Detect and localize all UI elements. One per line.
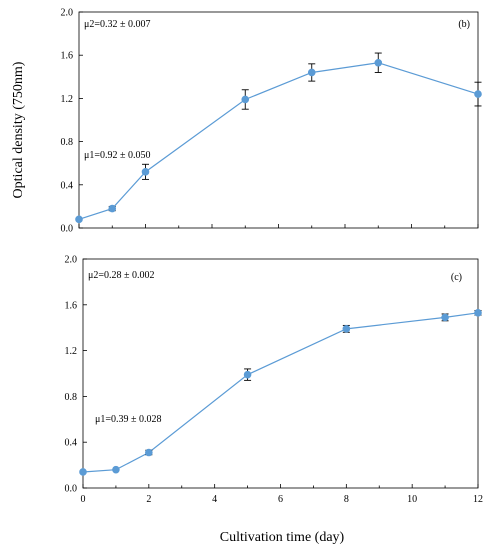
chart-panel-2: 0.0 0.4 0.8 1.2 1.6 2.0 0 2 4 6 8 10 12 μ2=0.28 ± 0.0… (65, 255, 484, 506)
data-point (474, 309, 482, 317)
data-point (474, 90, 482, 98)
data-point (141, 168, 150, 176)
y-tick-label: 0.0 (65, 484, 78, 495)
y-tick-label: 0.8 (61, 137, 74, 148)
y-tick-label: 1.2 (65, 346, 78, 357)
y-axis-label: Optical density (750nm) (11, 61, 26, 198)
x-tick-label: 2 (146, 494, 151, 505)
y-tick-label: 1.2 (61, 94, 74, 105)
plot-frame (82, 258, 479, 489)
growth-rate-annotation: μ1=0.92 ± 0.050 (84, 150, 151, 161)
data-point (79, 468, 87, 476)
data-point (112, 465, 120, 474)
data-point (108, 204, 117, 213)
y-tick-label: 2.0 (65, 255, 78, 266)
y-tick-label: 0.4 (65, 438, 78, 449)
x-tick-label: 12 (473, 494, 483, 505)
y-tick-label: 0.4 (61, 180, 74, 191)
x-tick-label: 10 (407, 494, 417, 505)
x-axis-label: Cultivation time (day) (220, 530, 345, 545)
data-point (342, 325, 351, 333)
y-tick-label: 1.6 (61, 51, 74, 62)
data-point (307, 68, 316, 77)
growth-rate-annotation: μ2=0.28 ± 0.002 (88, 270, 155, 281)
y-tick-label: 2.0 (61, 8, 74, 19)
data-point (75, 215, 83, 224)
panel-label: (c) (451, 272, 462, 283)
x-tick-label: 6 (278, 494, 283, 505)
panel-label: (b) (458, 19, 470, 30)
x-tick-label: 8 (344, 494, 349, 505)
data-point (374, 58, 383, 67)
series-line (82, 312, 479, 473)
series-line (78, 62, 479, 220)
data-point (441, 313, 449, 322)
data-point (243, 370, 252, 379)
chart-panel-1: 0.0 0.4 0.8 1.2 1.6 2.0 μ2=0.32 ± 0.007 μ1=0.92… (61, 8, 482, 235)
growth-rate-annotation: μ1=0.39 ± 0.028 (95, 414, 162, 425)
growth-rate-annotation: μ2=0.32 ± 0.007 (84, 19, 151, 30)
data-point (145, 448, 153, 457)
plot-frame (78, 11, 479, 229)
y-tick-label: 0.0 (61, 224, 74, 235)
x-tick-label: 0 (81, 494, 86, 505)
x-tick-label: 4 (212, 494, 217, 505)
y-tick-label: 0.8 (65, 392, 78, 403)
y-tick-label: 1.6 (65, 300, 78, 311)
data-point (241, 95, 250, 104)
